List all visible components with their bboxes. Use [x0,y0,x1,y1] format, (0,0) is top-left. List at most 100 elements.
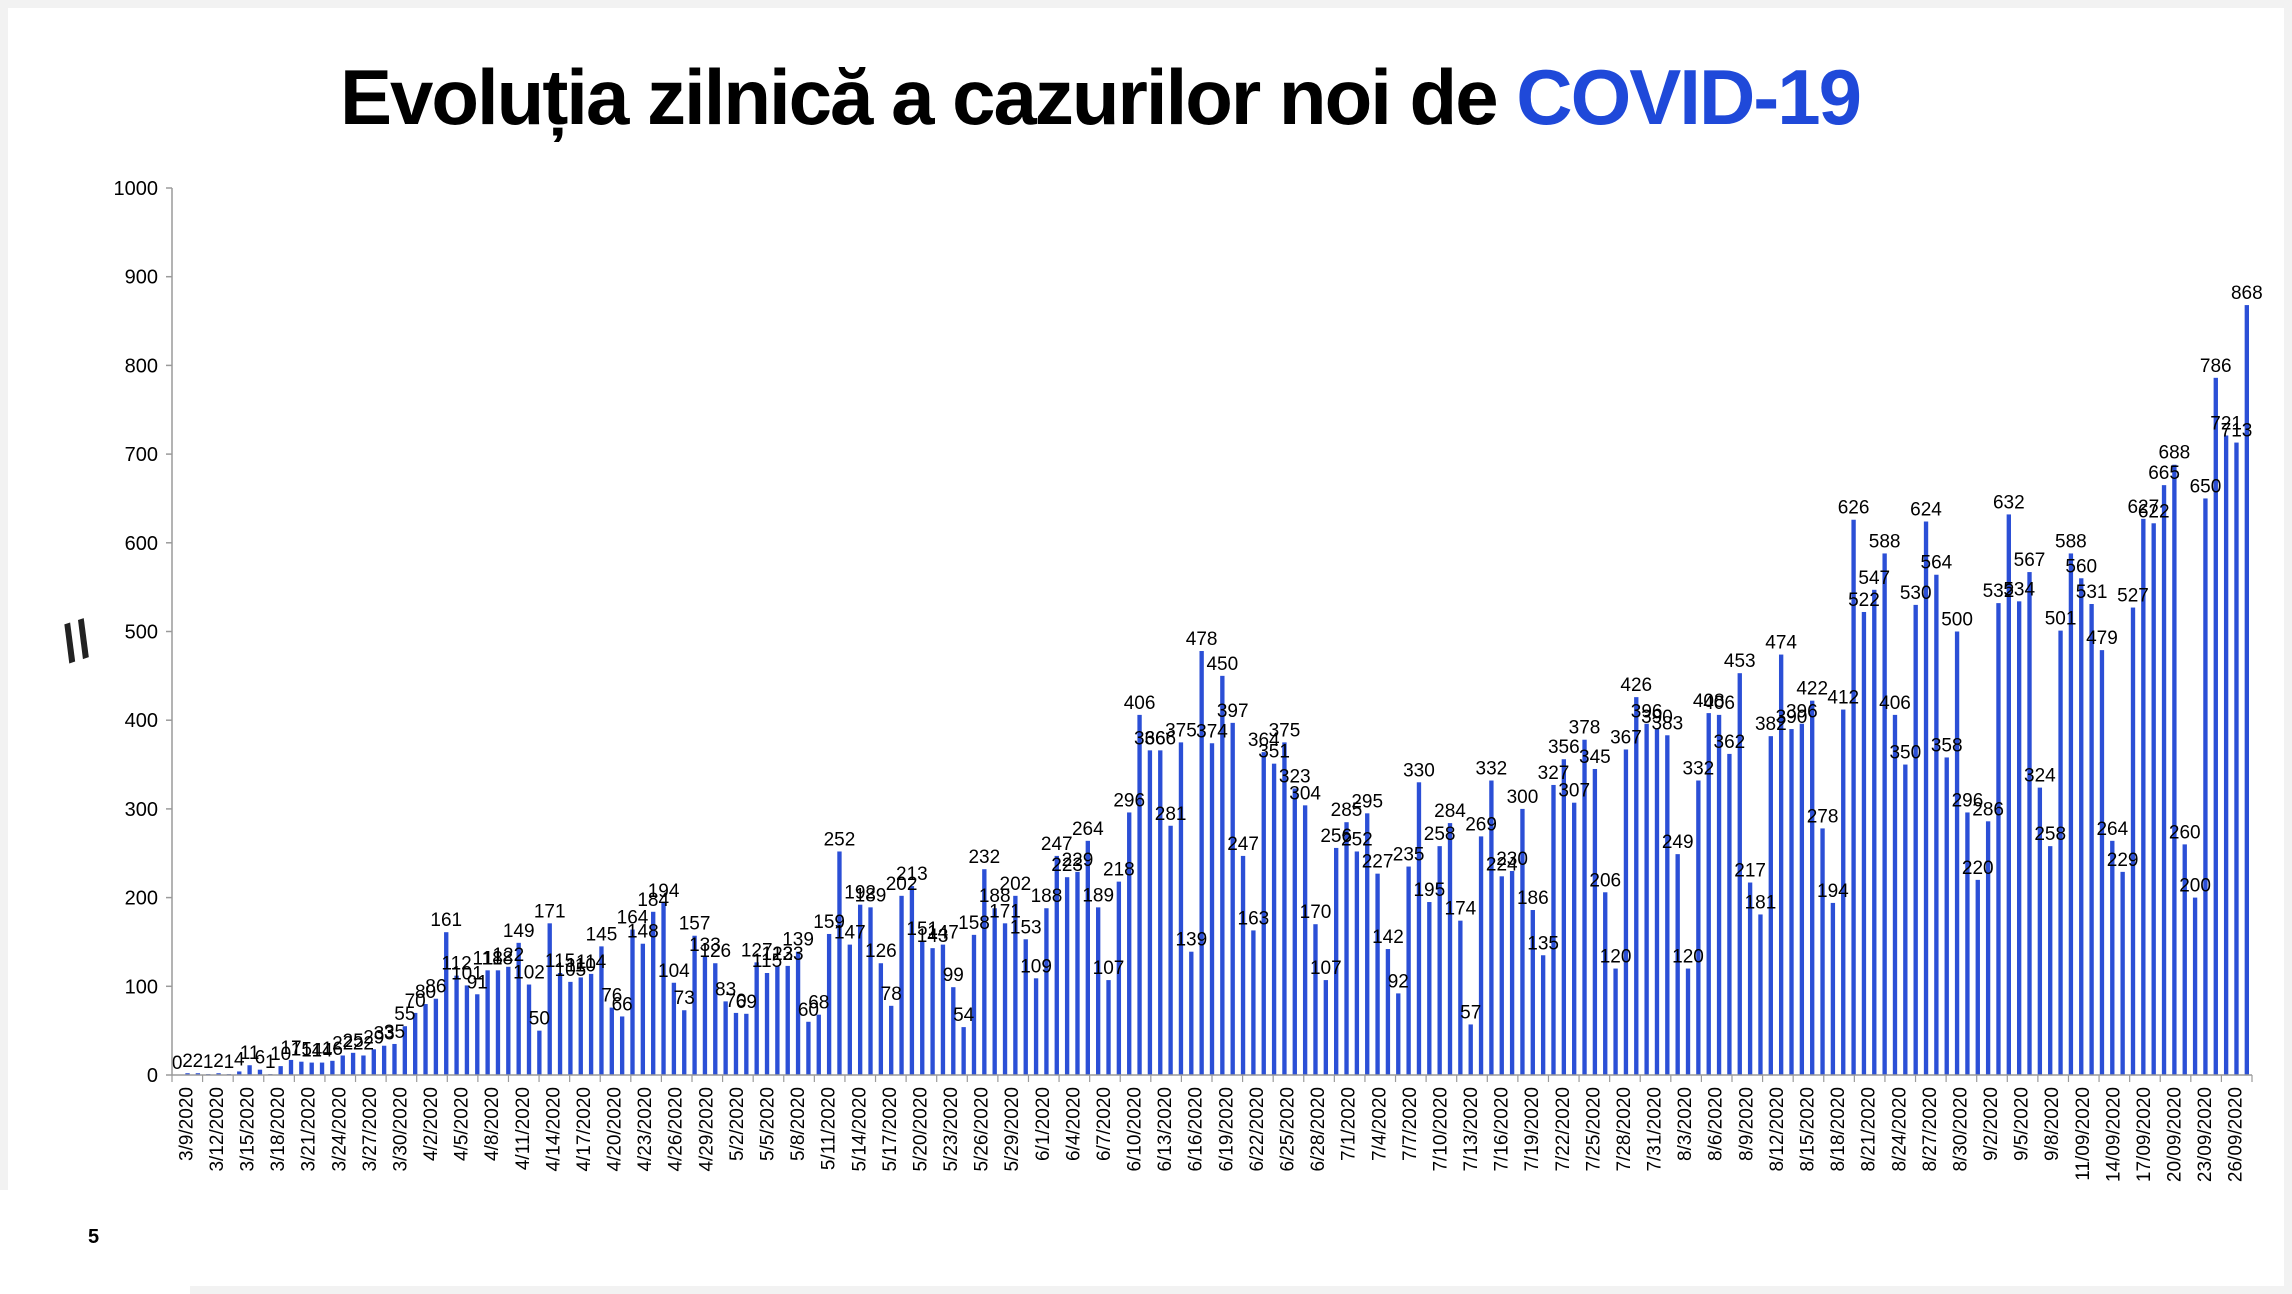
bar [1302,805,1308,1075]
data-label: 227 [1362,852,1394,873]
data-label: 66 [612,994,633,1015]
bar [1220,675,1225,1075]
data-label: 86 [425,977,446,998]
data-label: 665 [2148,463,2180,484]
data-label: 218 [1103,860,1135,881]
bar [1158,750,1163,1075]
bar [1033,978,1039,1075]
bar [1509,870,1515,1075]
x-tick-label: 26/09/2020 [2226,1087,2247,1182]
data-label: 15 [291,1040,312,1061]
bar [889,1005,894,1075]
data-label: 195 [1413,880,1445,901]
bar [1737,673,1742,1075]
data-label: 123 [772,944,804,965]
x-tick-label: 14/09/2020 [2103,1087,2124,1182]
bar [547,923,552,1075]
bar [878,963,884,1075]
bar [1499,876,1504,1075]
data-label: 560 [2065,556,2097,577]
bar [1385,949,1391,1075]
bar [2151,523,2156,1075]
x-tick-label: 8/27/2020 [1920,1087,1941,1172]
bar [588,973,594,1075]
bar [1944,757,1949,1075]
data-label: 220 [1962,858,1994,879]
bar [1520,808,1525,1075]
x-tick-label: 4/8/2020 [482,1087,503,1161]
bar [2058,630,2063,1075]
data-label: 188 [979,886,1011,907]
bar [951,987,956,1075]
data-label: 229 [2107,850,2139,871]
x-tick-label: 4/23/2020 [635,1087,656,1172]
y-tick-label: 0 [147,1065,158,1087]
bar [1820,828,1825,1075]
bar [1903,764,1908,1075]
data-label: 296 [1952,790,1984,811]
data-label: 269 [1465,814,1497,835]
x-tick-label: 4/20/2020 [605,1087,626,1172]
data-label: 188 [1031,886,1063,907]
data-label: 247 [1227,834,1259,855]
data-label: 532 [1983,581,2015,602]
bar [433,998,439,1075]
data-label: 147 [927,923,959,944]
data-label: 189 [855,885,887,906]
bar [764,972,770,1075]
x-tick-label: 6/4/2020 [1063,1087,1084,1161]
x-tick-label: 5/8/2020 [788,1087,809,1161]
data-label: 133 [689,935,721,956]
bar [599,946,604,1075]
data-label: 22 [332,1033,353,1054]
data-label: 118 [483,948,513,969]
bar [961,1027,966,1075]
data-label: 366 [1134,728,1166,749]
bar [1696,780,1701,1075]
bar [2223,435,2229,1075]
bar [2037,787,2043,1075]
data-label: 1 [265,1052,276,1073]
bar [661,902,666,1075]
bar [568,981,573,1075]
bar [1282,742,1287,1075]
bar [795,951,801,1075]
bar [216,1073,221,1075]
data-label: 101 [451,963,483,984]
data-label: 122 [492,945,524,966]
data-label: 534 [2003,579,2035,600]
data-label: 206 [1589,870,1621,891]
bar [1582,739,1587,1075]
bar [1727,753,1732,1075]
bar [516,942,521,1075]
data-label: 161 [430,910,462,931]
slide-title: Evoluția zilnică a cazurilor noi de COVI… [0,52,2200,143]
x-tick-label: 5/29/2020 [1002,1087,1023,1172]
bar [350,1052,356,1075]
bar [744,1013,749,1075]
data-label: 118 [472,948,502,969]
bar [2203,498,2208,1075]
bar [713,963,718,1075]
data-label: 29 [363,1027,384,1048]
data-label: 713 [2221,421,2253,442]
data-label: 148 [627,922,659,943]
x-tick-label: 5/14/2020 [849,1087,870,1172]
bar [1209,743,1215,1075]
bar [1592,768,1598,1075]
x-tick-label: 7/25/2020 [1583,1087,1604,1172]
data-label: 530 [1900,583,1932,604]
data-label: 14 [301,1041,323,1062]
data-label: 252 [824,829,856,850]
data-label: 60 [798,1000,819,1021]
data-label: 721 [2210,413,2242,434]
data-label: 295 [1351,791,1383,812]
bar [1540,955,1546,1075]
x-tick-label: 8/3/2020 [1675,1087,1696,1161]
bar [1934,574,1939,1075]
bar [1851,519,1856,1075]
x-tick-label: 4/14/2020 [543,1087,564,1172]
bar [1996,603,2001,1075]
bar [1064,877,1070,1075]
data-label: 304 [1289,783,1321,804]
